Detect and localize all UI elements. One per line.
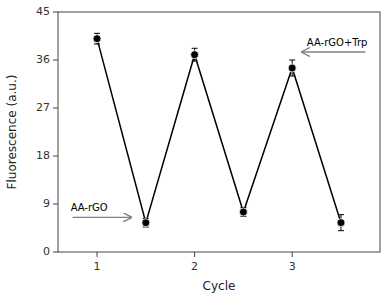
x-tick-label: 2 — [191, 260, 198, 273]
error-bar-cap — [289, 60, 295, 61]
x-tick — [97, 252, 98, 257]
annotation-arrow — [302, 51, 365, 52]
data-line — [97, 39, 341, 223]
annotation-arrow — [73, 217, 132, 218]
y-tick — [53, 252, 58, 253]
y-axis-label: Fluorescence (a.u.) — [5, 75, 19, 190]
error-bar-cap — [338, 230, 344, 231]
y-tick — [53, 204, 58, 205]
x-tick-label: 3 — [289, 260, 296, 273]
y-tick — [53, 60, 58, 61]
x-tick — [194, 252, 195, 257]
y-tick-label: 0 — [43, 245, 50, 258]
data-point — [93, 35, 101, 43]
data-point — [191, 51, 199, 59]
annotation-text: AA-rGO — [71, 202, 108, 213]
x-tick — [292, 252, 293, 257]
y-tick-label: 36 — [36, 53, 50, 66]
x-axis-label: Cycle — [203, 279, 236, 293]
y-tick — [53, 12, 58, 13]
chart: 0 9 18 27 36 45 1 2 3 Cycle Fluorescence (a.u.) AA-… — [0, 0, 392, 298]
data-point — [239, 208, 247, 216]
data-point — [337, 219, 345, 227]
plot-area — [93, 33, 345, 230]
y-tick-label: 18 — [36, 149, 50, 162]
y-tick — [53, 156, 58, 157]
data-point — [288, 64, 296, 72]
data-point — [142, 219, 150, 227]
plot-frame — [58, 12, 380, 252]
annotation-text: AA-rGO+Trp — [307, 37, 368, 48]
y-tick — [53, 108, 58, 109]
x-tick-label: 1 — [94, 260, 101, 273]
y-tick-label: 27 — [36, 101, 50, 114]
error-bar — [94, 33, 100, 44]
error-bar — [240, 208, 246, 217]
y-tick-label: 9 — [43, 197, 50, 210]
error-bar-cap — [94, 33, 100, 34]
error-bar-cap — [192, 48, 198, 49]
y-tick-label: 45 — [36, 5, 50, 18]
error-bar — [143, 218, 149, 227]
